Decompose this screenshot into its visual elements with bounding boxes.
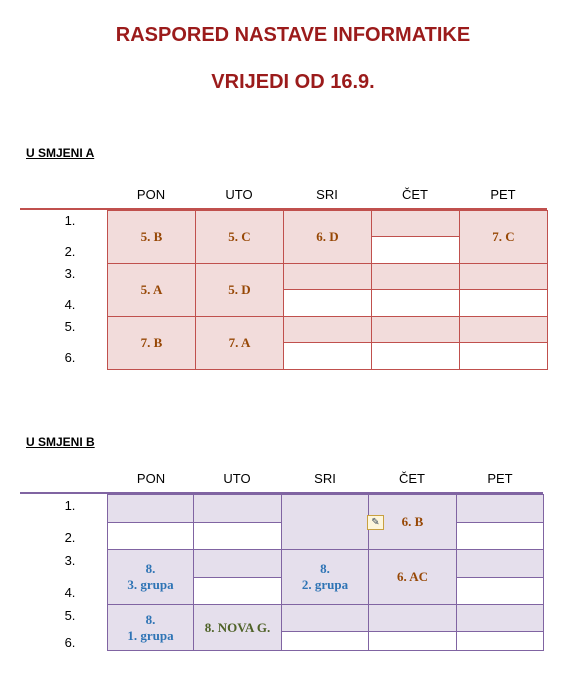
timetable-cell <box>371 342 460 370</box>
timetable-cell: 6. D <box>283 210 372 264</box>
timetable-cell <box>371 236 460 264</box>
period-label: 5. <box>64 607 76 623</box>
cell-text: 7. B <box>140 335 163 350</box>
subtitle: VRIJEDI OD 16.9. <box>211 71 375 93</box>
day-header: PET <box>490 187 516 202</box>
period-label: 2. <box>64 529 76 545</box>
timetable-cell: 7. B <box>107 316 196 370</box>
timetable-cell: 8. 3. grupa <box>107 549 194 605</box>
timetable-cell <box>371 316 460 343</box>
timetable-cell <box>456 577 544 605</box>
cell-text: 1. grupa <box>127 627 174 643</box>
timetable-cell <box>107 494 194 523</box>
cell-text: 8. <box>320 561 330 576</box>
cell-text: 5. C <box>228 229 251 244</box>
cell-text: 5. D <box>228 282 251 297</box>
timetable-cell: 7. C <box>459 210 548 264</box>
day-header: ČET <box>399 471 425 486</box>
day-header: PON <box>136 187 166 202</box>
timetable-cell <box>371 210 460 237</box>
cell-text: 5. B <box>140 229 163 244</box>
cell-text: 5. A <box>140 282 163 297</box>
timetable-cell <box>283 342 372 370</box>
timetable-cell <box>193 577 282 605</box>
timetable-cell <box>371 289 460 317</box>
timetable-cell: 8. 2. grupa <box>281 549 369 605</box>
cell-text: 6. B <box>401 514 424 529</box>
timetable-cell <box>107 522 194 550</box>
section-heading: U SMJENI A <box>26 146 95 160</box>
timetable-cell: 5. B <box>107 210 196 264</box>
timetable-cell <box>371 263 460 290</box>
day-header: PON <box>136 471 166 486</box>
day-header: ČET <box>402 187 428 202</box>
timetable-cell <box>193 494 282 523</box>
header-rule <box>20 492 543 494</box>
cell-text: 7. C <box>492 229 515 244</box>
period-label: 3. <box>64 553 76 568</box>
timetable-cell <box>459 263 548 290</box>
day-header: SRI <box>316 187 338 202</box>
timetable-cell <box>368 631 457 651</box>
comment-icon[interactable]: ✎ <box>367 515 384 530</box>
timetable-cell <box>459 316 548 343</box>
day-header: UTO <box>223 471 251 486</box>
timetable-cell <box>456 494 544 523</box>
timetable-cell <box>456 631 544 651</box>
timetable-cell <box>193 549 282 578</box>
cell-text: 3. grupa <box>127 577 174 592</box>
timetable-cell <box>368 604 457 632</box>
timetable-cell: 5. D <box>195 263 284 317</box>
period-label: 6. <box>64 634 76 650</box>
timetable-cell <box>281 604 369 632</box>
timetable-cell <box>281 494 369 550</box>
timetable-cell <box>193 522 282 550</box>
day-header: UTO <box>225 187 253 202</box>
timetable-cell <box>283 263 372 290</box>
timetable-cell: 7. A <box>195 316 284 370</box>
cell-text: 2. grupa <box>301 577 349 592</box>
period-label: 1. <box>64 498 76 513</box>
cell-text: 8. <box>145 561 156 576</box>
period-label: 3. <box>64 266 76 281</box>
timetable-cell <box>459 342 548 370</box>
timetable-cell: 8. NOVA G. <box>193 604 282 651</box>
timetable-cell <box>281 631 369 651</box>
day-header: SRI <box>314 471 336 486</box>
timetable-cell <box>456 549 544 578</box>
cell-text: 7. A <box>228 335 251 350</box>
timetable-cell <box>283 316 372 343</box>
section-heading: U SMJENI B <box>26 435 95 449</box>
timetable-cell: 8. 1. grupa <box>107 604 194 651</box>
timetable-cell <box>459 289 548 317</box>
timetable-cell <box>456 522 544 550</box>
timetable-cell <box>456 604 544 632</box>
cell-text: 6. AC <box>396 569 429 584</box>
period-label: 1. <box>64 213 76 228</box>
period-label: 2. <box>64 243 76 259</box>
cell-text: 6. D <box>316 229 339 244</box>
period-label: 6. <box>64 349 76 365</box>
cell-text: 8. NOVA G. <box>204 619 271 635</box>
header-rule <box>20 208 547 210</box>
cell-text: 8. <box>145 611 156 627</box>
period-label: 4. <box>64 584 76 600</box>
period-label: 5. <box>64 319 76 334</box>
period-label: 4. <box>64 296 76 312</box>
timetable-cell: 6. AC <box>368 549 457 605</box>
timetable-cell: 5. C <box>195 210 284 264</box>
timetable-cell <box>283 289 372 317</box>
title: RASPORED NASTAVE INFORMATIKE <box>115 24 471 46</box>
day-header: PET <box>487 471 513 486</box>
timetable-cell: 5. A <box>107 263 196 317</box>
